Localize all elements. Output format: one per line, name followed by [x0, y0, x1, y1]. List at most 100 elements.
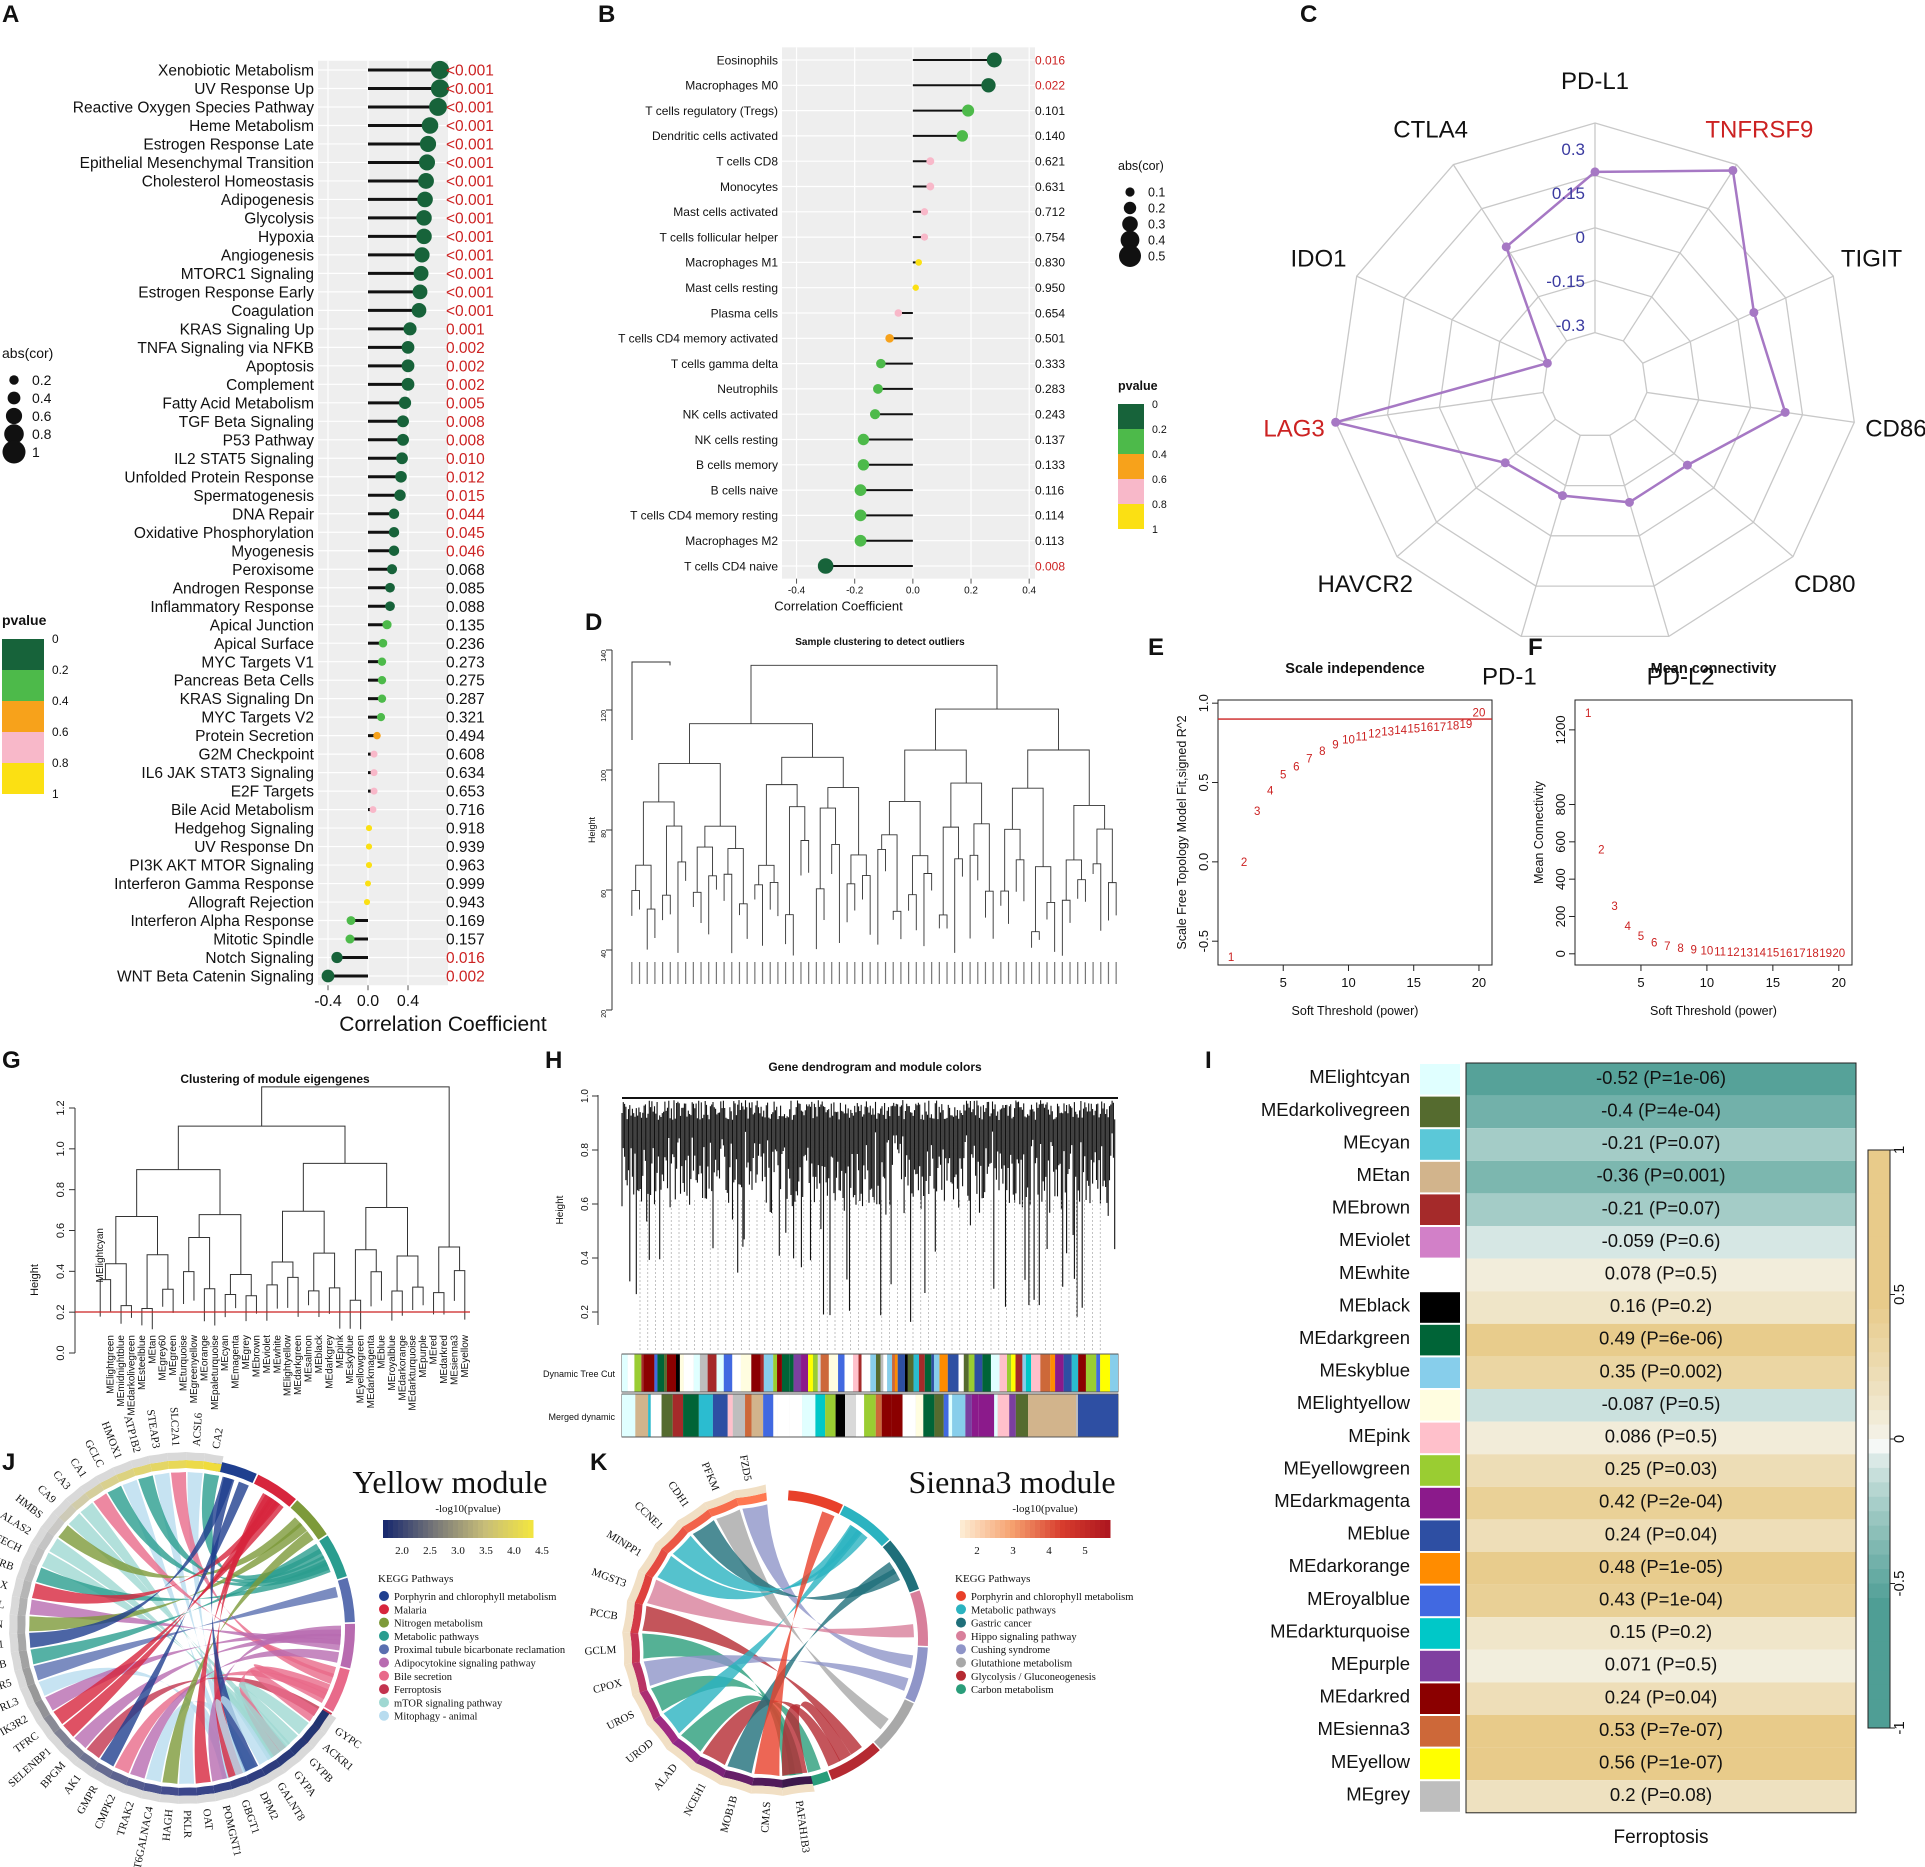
module-color-segment [902, 1394, 916, 1437]
gene-label: TRAK2 [115, 1800, 137, 1837]
colorbar-segment [1868, 1265, 1890, 1281]
row-label: T cells CD8 [716, 155, 778, 169]
p-value-label: 0.068 [446, 562, 485, 579]
colorbar-segment [1868, 1540, 1890, 1556]
dendrogram-branch [1065, 859, 1083, 901]
dendrogram-branch [846, 883, 856, 923]
leaf-label: MElightgreen [106, 1335, 117, 1394]
leaf-label-mark [1023, 962, 1025, 984]
gene-arc [22, 1666, 35, 1687]
p-value-label: 0.653 [446, 784, 485, 801]
size-legend-dot [1123, 201, 1137, 215]
p-value-label: 0.631 [1035, 180, 1065, 194]
module-color-segment [894, 1354, 898, 1392]
module-name-label: MEgrey [1346, 1783, 1410, 1804]
module-name-label: MEdarkolivegreen [1261, 1099, 1410, 1120]
colorbar-segment [468, 1520, 474, 1538]
colorbar-tick-label: -0.5 [1891, 1571, 1908, 1597]
module-color-segment [1015, 1394, 1031, 1437]
gene-label: CMAS [759, 1801, 773, 1833]
panel-label-h: H [545, 1047, 562, 1074]
module-color-segment [773, 1394, 778, 1437]
lollipop-dot [370, 787, 378, 795]
chord-ribbon [138, 1475, 328, 1584]
dendrogram-branch [365, 1207, 408, 1257]
leaf-label-mark [669, 962, 671, 984]
gene-arc [17, 1615, 26, 1634]
gene-label: OAT [200, 1808, 215, 1831]
module-color-segment [672, 1394, 684, 1437]
panel-label-g: G [2, 1047, 21, 1074]
lollipop-dot [401, 340, 415, 354]
colorbar-segment [985, 1520, 991, 1538]
module-color-swatch [1420, 1683, 1460, 1714]
data-point-label: 4 [1267, 785, 1274, 797]
module-dendrogram: Clustering of module eigengenes 0.0 0.2 0.4… [29, 1072, 471, 1416]
module-color-segment [676, 1354, 680, 1392]
p-value-label: 0.016 [446, 950, 485, 967]
pathway-arc [905, 1646, 928, 1703]
colorbar-segment [1030, 1520, 1036, 1538]
module-color-segment [760, 1354, 764, 1392]
gene-significance-arc [196, 1793, 216, 1804]
gene-significance-arc [750, 1785, 783, 1796]
dendrogram-branch [696, 846, 714, 893]
pathway-arc [290, 1500, 327, 1540]
lollipop-dot [385, 582, 395, 593]
gene-significance-arc [36, 1718, 54, 1738]
colorbar-segment [1868, 1251, 1890, 1267]
chord-ribbon [30, 1543, 322, 1665]
radar-spoke [1396, 418, 1556, 558]
data-point-label: 10 [1701, 946, 1714, 958]
row-label: Macrophages M2 [685, 534, 778, 548]
row-label: Myogenesis [231, 543, 314, 560]
row-label: Androgen Response [173, 580, 314, 597]
colorbar-segment [965, 1520, 971, 1538]
heatmap-cell-label: -0.52 (P=1e-06) [1596, 1067, 1726, 1088]
colorbar-tick-label: 1 [1891, 1146, 1908, 1154]
module-name-label: MEdarkred [1320, 1686, 1410, 1707]
gene-arc [229, 1775, 250, 1790]
colorbar-segment [508, 1520, 514, 1538]
leaf-label-mark [1092, 962, 1094, 984]
colorbar-segment [1868, 1626, 1890, 1642]
row-label: Oxidative Phosphorylation [134, 525, 314, 542]
sample-dendrogram: Sample clustering to detect outliers 20 40… [587, 637, 1117, 1018]
leaf-label-mark [892, 962, 894, 984]
p-value-label: 0.918 [446, 821, 485, 838]
lollipop-dot [416, 210, 432, 226]
p-value-label: <0.001 [446, 155, 494, 172]
p-value-label: 0.273 [446, 654, 485, 671]
radar-point [1590, 167, 1600, 177]
row-label: Apoptosis [246, 358, 314, 375]
pathway-legend-label: mTOR signaling pathway [394, 1698, 503, 1709]
p-value-label: 0.088 [446, 599, 485, 616]
gene-arc [203, 1461, 222, 1472]
p-value-label: 0.494 [446, 728, 485, 745]
gene-arc [47, 1517, 65, 1537]
colorbar-segment [473, 1520, 479, 1538]
x-tick-label: 0.4 [1022, 586, 1036, 597]
dendrogram-branch [438, 1246, 461, 1293]
heatmap-cell-label: -0.36 (P=0.001) [1596, 1165, 1725, 1186]
module-color-segment [904, 1354, 908, 1392]
radar-ring-label: -0.3 [1556, 316, 1585, 335]
color-bar-label: Merged dynamic [548, 1412, 615, 1422]
p-value-label: 0.113 [1035, 534, 1064, 548]
heatmap-cell-label: 0.2 (P=0.08) [1610, 1784, 1712, 1805]
p-value-label: <0.001 [446, 247, 494, 264]
colorbar-segment [1085, 1520, 1091, 1538]
leaf-label: MEpaleturquoise [210, 1335, 221, 1410]
y-tick-label: 0.4 [55, 1264, 67, 1279]
chord-ribbon [146, 1701, 257, 1783]
module-color-segment [801, 1354, 809, 1392]
gene-significance-arc [130, 1455, 151, 1469]
lollipop-chart-b: Eosinophils 0.016 Macrophages M0 0.022 T cel… [618, 47, 1167, 614]
chord-ribbon [29, 1522, 308, 1632]
pathway-arc [839, 1505, 890, 1547]
x-tick-label: 0.4 [397, 993, 419, 1010]
dendrogram-branch [888, 800, 921, 856]
module-color-swatch [1420, 1390, 1460, 1421]
